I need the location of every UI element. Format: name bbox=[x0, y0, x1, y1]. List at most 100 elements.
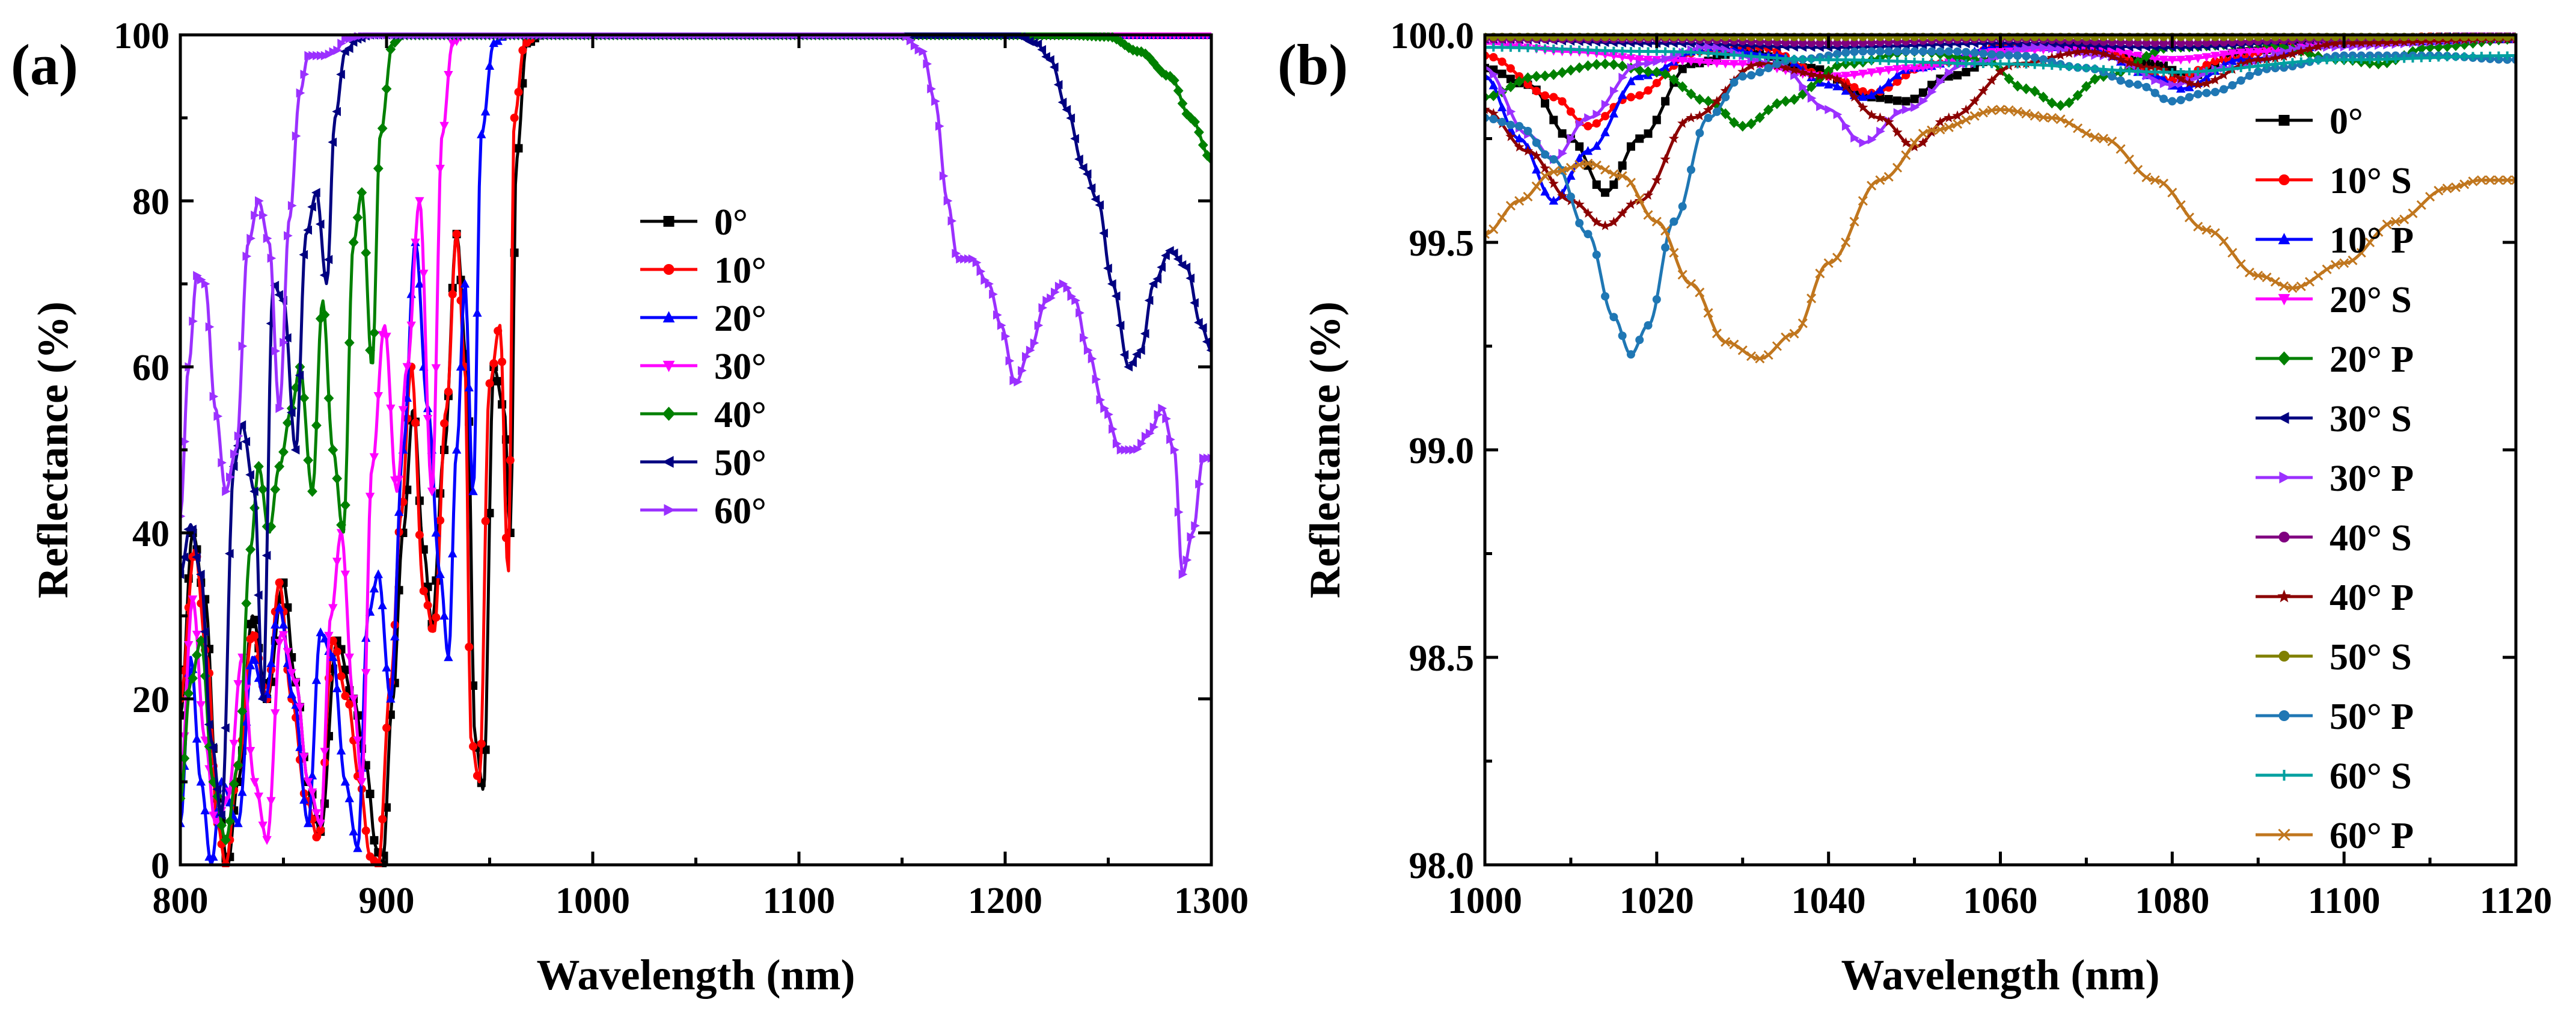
data-point bbox=[1092, 375, 1101, 384]
data-point bbox=[444, 70, 453, 80]
data-point bbox=[2125, 49, 2134, 59]
data-point bbox=[2150, 55, 2160, 64]
data-point bbox=[1082, 169, 1092, 179]
data-point bbox=[257, 484, 268, 495]
data-point bbox=[1609, 52, 1619, 61]
data-point bbox=[287, 201, 297, 210]
data-point bbox=[1687, 165, 1695, 174]
data-point bbox=[1832, 73, 1843, 84]
data-point bbox=[204, 719, 213, 730]
data-point bbox=[382, 724, 391, 733]
data-point bbox=[1592, 250, 1601, 259]
data-point bbox=[381, 83, 392, 94]
data-point bbox=[1814, 70, 1826, 81]
data-point bbox=[1591, 58, 1602, 70]
data-point bbox=[1609, 169, 1619, 179]
data-point bbox=[2176, 96, 2185, 105]
data-point bbox=[1798, 55, 1807, 64]
data-point bbox=[307, 202, 316, 212]
data-point bbox=[2004, 73, 2015, 85]
data-point bbox=[2202, 38, 2211, 48]
data-point bbox=[2176, 67, 2185, 76]
data-point bbox=[1488, 80, 1498, 90]
data-point bbox=[390, 631, 400, 641]
data-point bbox=[1962, 48, 1971, 57]
data-point bbox=[1703, 104, 1714, 115]
data-point bbox=[1549, 195, 1559, 205]
data-point bbox=[1901, 47, 1911, 56]
data-point bbox=[972, 257, 982, 268]
data-point bbox=[1575, 45, 1584, 54]
data-point bbox=[1498, 117, 1507, 126]
data-point bbox=[1635, 194, 1645, 204]
data-point bbox=[2004, 51, 2013, 60]
data-point bbox=[283, 648, 293, 657]
data-point bbox=[1161, 251, 1170, 260]
data-point bbox=[398, 406, 408, 415]
data-point bbox=[2244, 55, 2255, 66]
data-point bbox=[1592, 109, 1602, 119]
data-point bbox=[307, 788, 317, 797]
data-point bbox=[2347, 37, 2358, 48]
data-point bbox=[1678, 57, 1687, 66]
data-point bbox=[444, 652, 453, 662]
data-point bbox=[180, 752, 190, 764]
data-point bbox=[1111, 291, 1121, 301]
data-point bbox=[2236, 63, 2245, 72]
data-point bbox=[1978, 49, 1987, 58]
data-point bbox=[274, 461, 285, 472]
data-point bbox=[1695, 129, 1704, 138]
series-markers-11 bbox=[1485, 43, 2516, 77]
data-point bbox=[1181, 108, 1192, 120]
data-point bbox=[2012, 80, 2023, 92]
data-point bbox=[1514, 141, 1525, 152]
data-point bbox=[1635, 134, 1644, 143]
data-point bbox=[233, 818, 243, 828]
data-point bbox=[1815, 268, 1825, 278]
data-point bbox=[1618, 161, 1627, 170]
data-point bbox=[1788, 64, 1800, 75]
data-point bbox=[1030, 338, 1039, 348]
data-point bbox=[303, 455, 314, 466]
data-point bbox=[1601, 46, 1610, 55]
data-point bbox=[2210, 66, 2220, 75]
data-point bbox=[2167, 188, 2177, 198]
x-tick-label: 900 bbox=[359, 880, 415, 921]
data-point bbox=[1850, 55, 1859, 64]
data-point bbox=[230, 449, 239, 459]
data-point bbox=[1790, 38, 1799, 48]
data-point bbox=[1721, 93, 1730, 102]
data-point bbox=[2210, 57, 2220, 66]
data-point bbox=[1987, 60, 1996, 69]
data-point bbox=[1109, 424, 1118, 434]
data-point bbox=[259, 210, 268, 220]
data-point bbox=[2416, 43, 2427, 54]
data-point bbox=[1661, 243, 1670, 252]
data-point bbox=[919, 46, 928, 57]
data-point bbox=[349, 695, 358, 704]
data-point bbox=[448, 290, 457, 299]
chart-panel-a: 800 900 1000 1100 1200 1300 0 20 40 60 80 100 Wavele… bbox=[11, 16, 1249, 999]
data-point bbox=[2381, 37, 2393, 48]
data-point bbox=[1832, 253, 1843, 263]
data-point bbox=[2158, 178, 2169, 189]
data-point bbox=[1600, 165, 1611, 175]
data-point bbox=[1944, 112, 1954, 123]
data-point bbox=[2151, 76, 2161, 85]
data-point bbox=[2278, 51, 2289, 61]
data-point bbox=[1789, 328, 1799, 339]
legend-label: 50° bbox=[714, 443, 766, 484]
y-tick-label: 99.0 bbox=[1409, 431, 1475, 472]
data-point bbox=[337, 672, 346, 681]
data-point bbox=[307, 485, 317, 497]
data-point bbox=[1874, 112, 1886, 123]
y-tick-label: 20 bbox=[132, 680, 170, 720]
data-point bbox=[1686, 88, 1696, 100]
data-point bbox=[1936, 77, 1945, 87]
data-point bbox=[1703, 58, 1713, 68]
data-point bbox=[1737, 120, 1748, 132]
data-point bbox=[1729, 339, 1739, 349]
data-point bbox=[1132, 349, 1141, 359]
data-point bbox=[2228, 64, 2237, 73]
data-point bbox=[2055, 114, 2066, 124]
